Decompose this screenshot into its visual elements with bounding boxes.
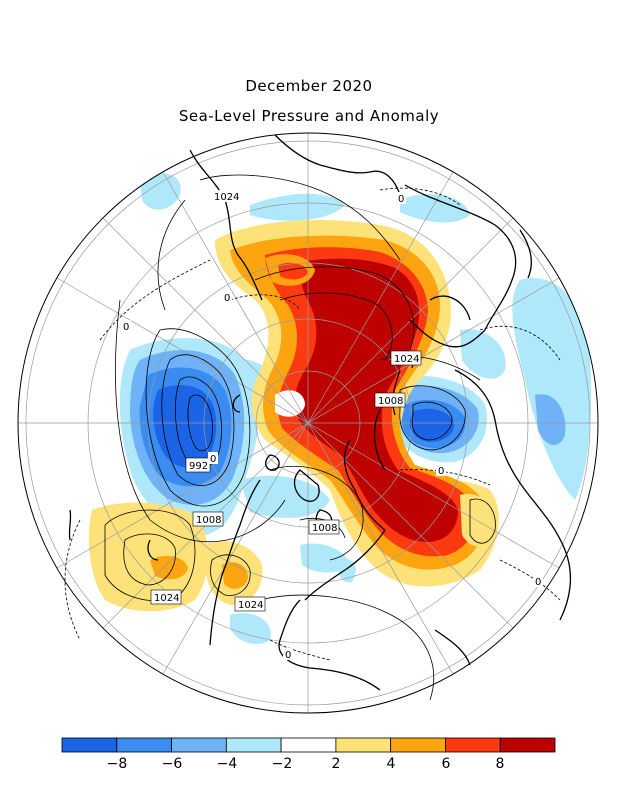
colorbar-tick-label: −4 <box>217 756 238 772</box>
colorbar-cells <box>61 737 556 753</box>
map-subtitle: Sea-Level Pressure and Anomaly <box>178 107 440 125</box>
contour-labels: 1024 0 0 0 1024 1008 992 1008 1008 1024 … <box>121 190 543 661</box>
colorbar-tick-label: 2 <box>332 756 341 772</box>
colorbar-cell <box>61 737 118 753</box>
colorbar-tick-label: 6 <box>442 756 451 772</box>
label-1008-c: 1008 <box>312 523 337 534</box>
label-zero-e: 0 <box>535 577 541 588</box>
colorbar-cell <box>335 737 392 753</box>
colorbar-cell <box>280 737 337 753</box>
label-zero-c: 0 <box>123 322 129 333</box>
polar-map: 1024 0 0 0 1024 1008 992 1008 1008 1024 … <box>17 132 599 714</box>
colorbar-tick-label: 8 <box>496 756 505 772</box>
graticule <box>18 133 598 713</box>
positive-anomaly <box>88 220 499 612</box>
label-zero-a: 0 <box>398 194 404 205</box>
colorbar-tick-label: −6 <box>162 756 183 772</box>
coastlines <box>68 134 572 691</box>
colorbar-tick-label: −8 <box>107 756 128 772</box>
label-zero-g: 0 <box>210 454 216 465</box>
map-title: December 2020 <box>245 77 373 95</box>
label-1024-d: 1024 <box>238 600 263 611</box>
label-zero-d: 0 <box>438 466 444 477</box>
colorbar-cell <box>445 737 501 753</box>
label-1024-c: 1024 <box>154 593 179 604</box>
label-zero-b: 0 <box>224 293 230 304</box>
colorbar-tick-label: 4 <box>387 756 396 772</box>
label-1024-a: 1024 <box>214 192 239 203</box>
label-zero-f: 0 <box>285 650 291 661</box>
pressure-contours <box>104 174 496 701</box>
colorbar-cell <box>116 737 172 753</box>
colorbar-cell <box>390 737 446 753</box>
label-1008-b: 1008 <box>196 515 221 526</box>
colorbar-cell <box>499 737 556 753</box>
colorbar-cell <box>171 737 227 753</box>
map-border <box>17 132 599 714</box>
colorbar-labels: −8 −6 −4 −2 2 4 6 8 <box>107 756 505 772</box>
colorbar-tick-label: −2 <box>272 756 293 772</box>
label-1008-a: 1008 <box>378 396 403 407</box>
label-992: 992 <box>189 461 208 472</box>
label-1024-b: 1024 <box>394 354 419 365</box>
colorbar-cell <box>225 737 282 753</box>
